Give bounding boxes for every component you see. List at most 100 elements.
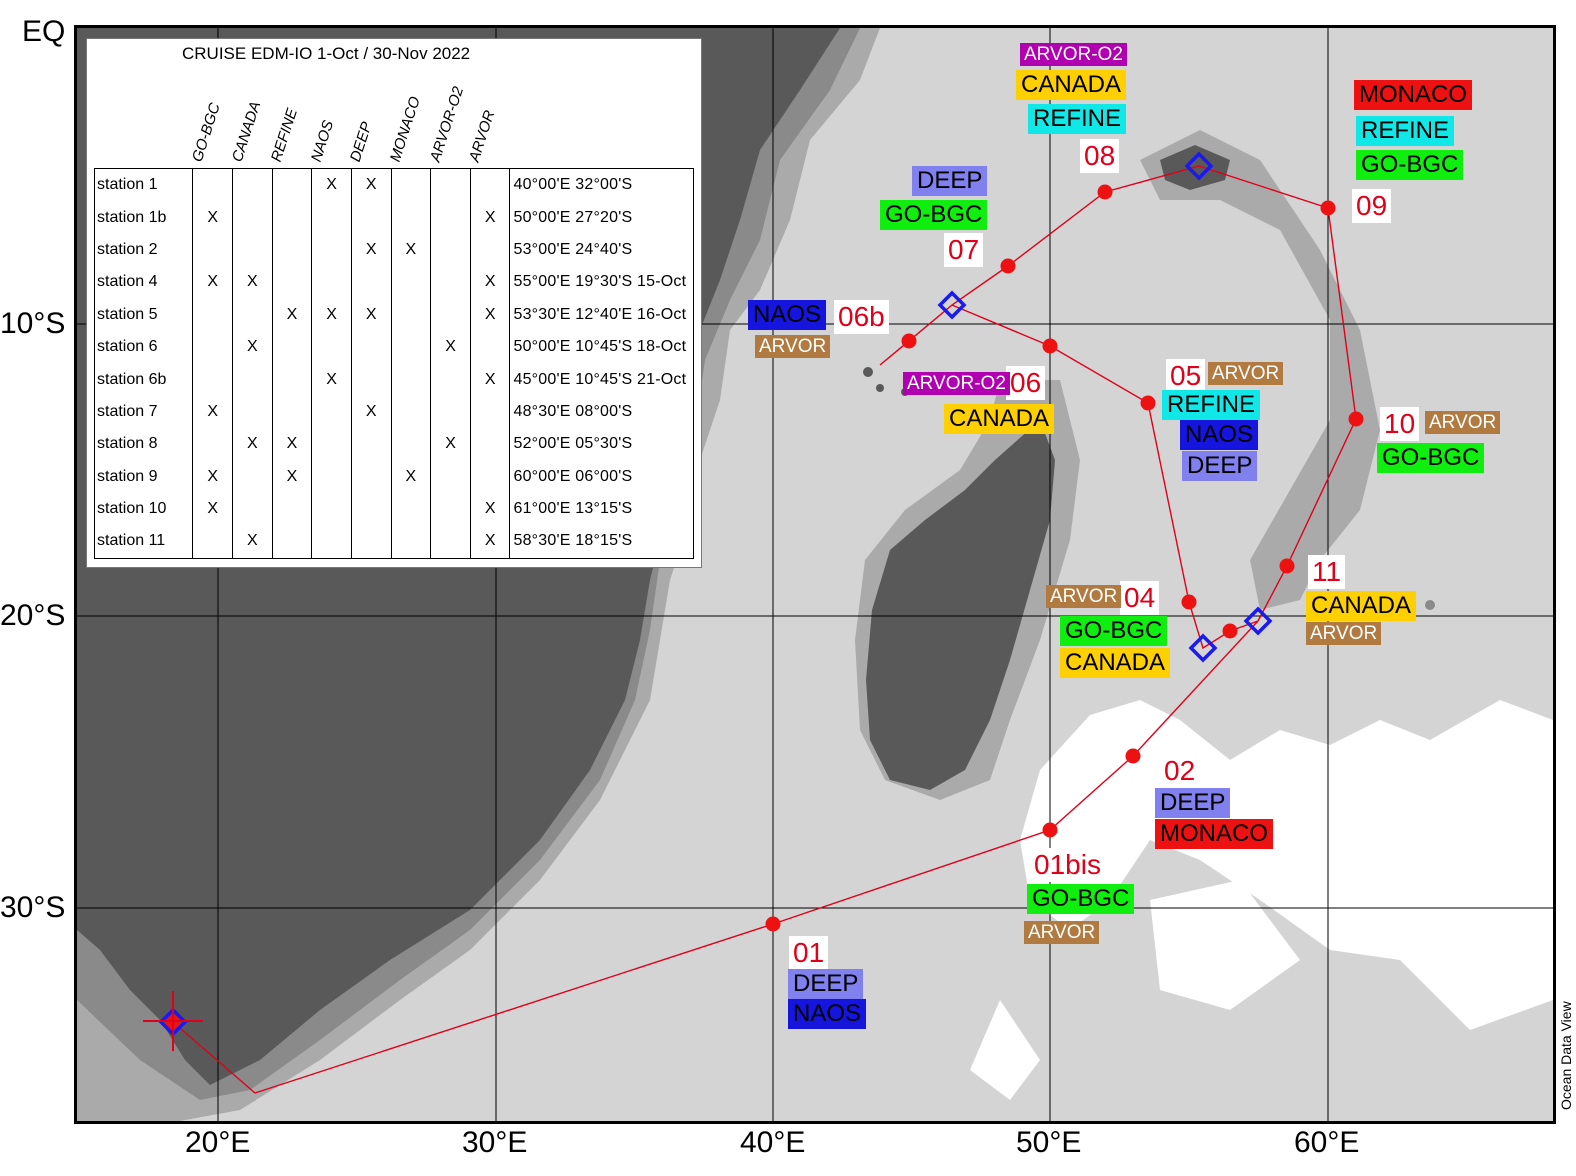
legend-flag-cell: [311, 525, 352, 558]
cruise-track: [172, 165, 1357, 1094]
ridge-mascarene: [1140, 130, 1380, 610]
legend-flag-cell: [350, 492, 392, 526]
legend-flag-cell: [311, 460, 352, 493]
legend-flag-cell: X: [232, 330, 273, 364]
tag-canada: CANADA: [1306, 591, 1417, 621]
legend-flag-cell: X: [192, 395, 233, 429]
island-2: [876, 384, 884, 392]
tag-arvor: ARVOR: [1425, 411, 1501, 434]
legend-flag-cell: X: [311, 169, 352, 202]
legend-flag-cell: [430, 233, 471, 267]
legend-column-header: CANADA: [228, 99, 264, 164]
legend-flag-cell: [430, 363, 471, 396]
credit-text: Ocean Data View: [1558, 1001, 1574, 1110]
legend-flag-cell: [271, 201, 312, 234]
legend-station-name: station 6b: [97, 370, 167, 388]
legend-flag-cell: [430, 298, 471, 331]
tag-deep: DEEP: [1155, 788, 1231, 818]
station-dot: [1279, 558, 1295, 574]
legend-station-name: station 2: [97, 240, 158, 258]
legend-row: station 5 X X X X 53°30'E 12°40'E 16-Oct: [95, 298, 701, 331]
station-label-01: 01: [789, 936, 829, 970]
legend-flag-cell: [430, 525, 471, 558]
tag-arvoro2: ARVOR-O2: [1020, 43, 1127, 66]
legend-flag-cell: X: [232, 428, 273, 461]
station-dot: [765, 916, 781, 932]
legend-column-header: REFINE: [268, 106, 302, 164]
legend-flag-cell: [350, 460, 392, 493]
island-mascarene: [1425, 600, 1435, 610]
lon-label-20e: 20°E: [185, 1126, 251, 1159]
legend-station-name: station 9: [97, 467, 158, 485]
legend-flag-cell: [192, 428, 233, 461]
legend-flag-cell: [271, 363, 312, 396]
station-label-01bis: 01bis: [1030, 848, 1105, 882]
legend-flag-cell: [390, 169, 431, 202]
station-label-11: 11: [1308, 555, 1346, 589]
tag-arvor: ARVOR: [755, 335, 831, 358]
legend-flag-cell: X: [469, 201, 510, 234]
tag-deep: DEEP: [912, 166, 988, 196]
legend-flag-cell: [192, 233, 233, 267]
lat-label-eq: EQ: [22, 15, 66, 48]
tag-gobgc: GO-BGC: [1377, 443, 1485, 473]
legend-position-cell: 60°00'E 06°00'S: [509, 460, 701, 493]
legend-flag-cell: [232, 492, 273, 526]
legend-flag-cell: [430, 395, 471, 429]
legend-flag-cell: X: [311, 363, 352, 396]
legend-flag-cell: [311, 266, 352, 299]
legend-station-name: station 8: [97, 435, 158, 453]
legend-flag-cell: X: [430, 330, 471, 364]
legend-flag-cell: [350, 428, 392, 461]
legend-flag-cell: [192, 525, 233, 558]
legend-flag-cell: [390, 298, 431, 331]
legend-flag-cell: X: [350, 395, 392, 429]
station-dot: [1042, 822, 1058, 838]
legend-flag-cell: [430, 460, 471, 493]
tag-arvor: ARVOR: [1024, 921, 1100, 944]
station-label-08: 08: [1080, 139, 1120, 173]
legend-row: station 8 X X X 52°00'E 05°30'S: [95, 428, 701, 461]
legend-position-cell: 58°30'E 18°15'S: [509, 525, 701, 558]
legend-flag-cell: X: [271, 460, 312, 493]
legend-flag-cell: [271, 330, 312, 364]
station-label-06: 06: [1006, 366, 1046, 400]
shallow-plateau-south: [1020, 700, 1553, 1030]
legend-row: station 6b X X 45°00'E 10°45'S 21-Oct: [95, 363, 701, 396]
legend-station-name: station 4: [97, 273, 158, 291]
tag-gobgc: GO-BGC: [880, 200, 988, 230]
legend-row: station 10 X X 61°00'E 13°15'S: [95, 492, 701, 526]
legend-flag-cell: [271, 266, 312, 299]
legend-flag-cell: [469, 460, 510, 493]
tag-gobgc: GO-BGC: [1027, 884, 1135, 914]
station-dot: [1222, 623, 1238, 639]
legend-column-header: MONACO: [386, 94, 424, 164]
land-madagascar: [866, 420, 1055, 790]
legend-flag-cell: [390, 492, 431, 526]
station-dot: [1320, 200, 1336, 216]
legend-row: station 4 X X X 55°00'E 19°30'S 15-Oct: [95, 266, 701, 299]
legend-flag-cell: X: [469, 298, 510, 331]
station-dot: [1125, 748, 1141, 764]
legend-position-cell: 61°00'E 13°15'S: [509, 492, 701, 526]
legend-flag-cell: [350, 363, 392, 396]
legend-flag-cell: X: [192, 460, 233, 493]
float-diamond-marker: [1243, 606, 1273, 636]
legend-row: station 1b X X 50°00'E 27°20'S: [95, 201, 701, 234]
legend-position-cell: 50°00'E 27°20'S: [509, 201, 701, 234]
legend-flag-cell: [350, 330, 392, 364]
legend-column-header: DEEP: [347, 119, 377, 164]
legend-row: station 11 X X 58°30'E 18°15'S: [95, 525, 701, 558]
legend-flag-cell: [390, 201, 431, 234]
legend-flag-cell: [311, 428, 352, 461]
legend-flag-cell: X: [390, 233, 431, 267]
island-1: [863, 367, 873, 377]
legend-flag-cell: [311, 330, 352, 364]
legend-flag-cell: [469, 233, 510, 267]
station-dot: [1140, 395, 1156, 411]
legend-flag-cell: [271, 492, 312, 526]
legend-row: station 7 X X 48°30'E 08°00'S: [95, 395, 701, 429]
legend-flag-cell: [271, 525, 312, 558]
legend-flag-cell: [232, 363, 273, 396]
tag-naos: NAOS: [1180, 420, 1259, 450]
